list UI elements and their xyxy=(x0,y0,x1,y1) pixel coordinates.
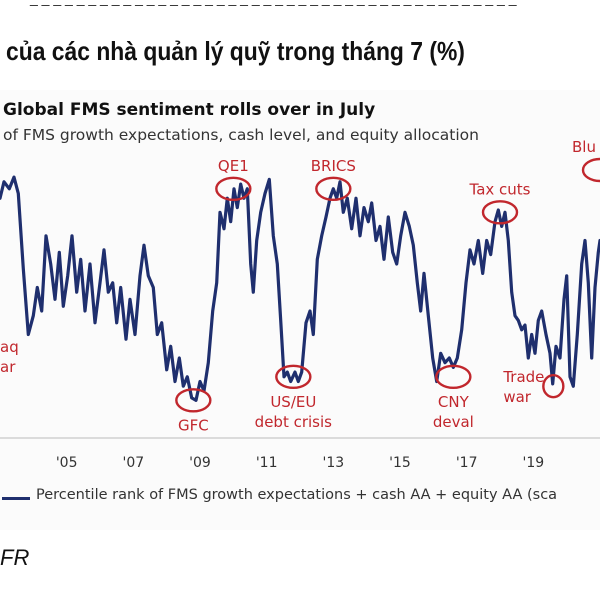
annotation-circle xyxy=(542,374,565,399)
annotation-label: ar xyxy=(0,358,16,376)
annotation-label: Tax cuts xyxy=(469,180,531,198)
annotation-label: aq xyxy=(0,338,19,356)
previous-content-fragment: _ _ _ _ _ _ _ _ _ _ _ _ _ _ _ _ _ _ _ _ … xyxy=(0,0,600,8)
annotation-circle xyxy=(275,364,312,389)
legend-label: Percentile rank of FMS growth expectatio… xyxy=(36,487,558,503)
x-tick-label: '13 xyxy=(322,455,344,471)
annotation-circle xyxy=(315,176,352,202)
annotation-label: Blu xyxy=(572,138,596,156)
annotation-label: deval xyxy=(433,413,474,431)
annotation-circle xyxy=(215,176,252,202)
annotation-label: debt crisis xyxy=(255,413,332,431)
annotation-label: CNY xyxy=(438,393,470,411)
x-tick-label: '11 xyxy=(256,455,278,471)
annotation-label: war xyxy=(503,388,531,406)
annotation-label: Trade xyxy=(502,368,544,386)
annotation-circle xyxy=(581,157,600,183)
x-tick-label: '17 xyxy=(456,455,478,471)
x-tick-label: '15 xyxy=(389,455,411,471)
x-tick-label: '07 xyxy=(122,455,144,471)
legend-swatch xyxy=(2,497,30,500)
source-credit: FR xyxy=(0,545,30,570)
x-tick-label: '05 xyxy=(56,455,78,471)
legend: Percentile rank of FMS growth expectatio… xyxy=(0,485,600,509)
annotation-circle xyxy=(481,200,519,225)
annotation-label: US/EU xyxy=(270,393,316,411)
x-tick-label: '19 xyxy=(522,455,544,471)
chart-subtitle: of FMS growth expectations, cash level, … xyxy=(3,126,479,144)
annotation-circle xyxy=(175,388,212,413)
annotation-label: BRICS xyxy=(311,157,356,175)
chart-panel: Global FMS sentiment rolls over in July … xyxy=(0,90,600,530)
headline: của các nhà quản lý quỹ trong tháng 7 (%… xyxy=(6,36,465,66)
annotation-label: QE1 xyxy=(218,157,249,175)
x-tick-label: '09 xyxy=(189,455,211,471)
annotation-circle xyxy=(435,364,472,389)
annotation-label: GFC xyxy=(178,416,209,434)
chart-plot: '05 '07 '09 '11 '13 '15 '17 '19 QE1 BRICS Tax cuts… xyxy=(0,138,600,471)
chart-title: Global FMS sentiment rolls over in July xyxy=(3,100,376,120)
